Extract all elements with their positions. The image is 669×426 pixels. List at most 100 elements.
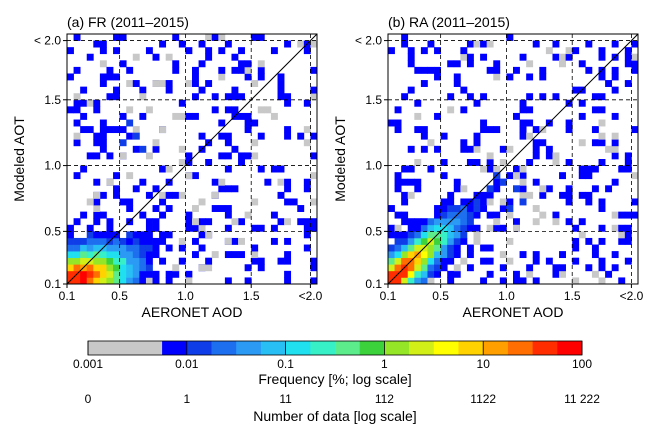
heatmap-cell	[99, 251, 107, 259]
heatmap-cell	[611, 139, 619, 147]
heatmap-cell	[277, 80, 285, 87]
heatmap-cell	[303, 185, 311, 193]
heatmap-cell	[427, 251, 435, 259]
heatmap-cell	[86, 237, 94, 245]
colorbar-frequency-tick: 10	[477, 357, 491, 371]
heatmap-cell	[211, 191, 219, 199]
heatmap-cell	[218, 178, 226, 186]
heatmap-cell	[277, 191, 285, 199]
heatmap-cell	[80, 244, 88, 252]
heatmap-cell	[493, 178, 501, 186]
heatmap-cell	[440, 251, 448, 259]
heatmap-cell	[420, 145, 428, 153]
heatmap-cell	[473, 145, 481, 153]
heatmap-cell	[106, 251, 114, 259]
heatmap-cell	[460, 53, 468, 61]
heatmap-cell	[591, 185, 599, 193]
heatmap-cell	[86, 198, 94, 206]
heatmap-cell	[578, 99, 586, 107]
heatmap-cell	[526, 73, 534, 81]
heatmap-cell	[611, 224, 619, 232]
heatmap-cell	[126, 270, 134, 278]
heatmap-cell	[545, 47, 553, 55]
heatmap-cell	[106, 73, 114, 81]
heatmap-cell	[159, 191, 167, 199]
heatmap-cell	[297, 218, 305, 226]
heatmap-cell	[80, 251, 88, 259]
heatmap-cell	[73, 264, 81, 272]
heatmap-cell	[126, 237, 134, 245]
heatmap-cell	[139, 251, 147, 259]
panel-fr: 0.10.1 0.5 0.5 1.0 1.0 1.5 1.5 <2.0 < 2.0 (a) FR…	[11, 14, 323, 320]
heatmap-cell	[67, 47, 74, 55]
heatmap-cell	[238, 152, 245, 160]
colorbar-segment	[88, 341, 163, 355]
heatmap-cell	[420, 257, 428, 265]
one-to-one-line-fr	[66, 33, 318, 285]
heatmap-cell	[519, 191, 527, 199]
heatmap-cell	[277, 178, 285, 186]
heatmap-cell	[591, 244, 599, 252]
heatmap-cell	[238, 93, 245, 101]
heatmap-cell	[532, 40, 540, 48]
heatmap-cell	[113, 172, 120, 180]
heatmap-cell	[447, 191, 455, 199]
heatmap-cell	[178, 159, 186, 166]
heatmap-cell	[407, 86, 415, 94]
heatmap-cell	[427, 165, 435, 173]
heatmap-cell	[466, 218, 474, 226]
heatmap-cell	[519, 198, 527, 206]
heatmap-cell	[519, 172, 527, 180]
heatmap-cell	[598, 264, 606, 272]
colorbar-count-label: Number of data [log scale]	[253, 408, 416, 424]
heatmap-cell	[401, 198, 409, 206]
heatmap-cell	[231, 86, 239, 94]
heatmap-cell	[99, 47, 107, 55]
heatmap-cell	[119, 270, 127, 278]
heatmap-cell	[401, 237, 409, 245]
colorbar-segment	[483, 341, 509, 355]
heatmap-cell	[447, 277, 455, 285]
heatmap-cell	[284, 237, 292, 245]
y-tick-label: 1.0	[44, 159, 61, 173]
heatmap-cell	[67, 251, 74, 259]
heatmap-cell	[388, 205, 395, 212]
colorbar-frequency-tick: 0.001	[73, 357, 103, 371]
heatmap-cell	[165, 231, 173, 239]
heatmap-cell	[257, 264, 265, 272]
heatmap-cell	[460, 257, 468, 265]
heatmap-cell	[224, 205, 232, 212]
heatmap-cell	[486, 198, 494, 206]
heatmap-cell	[466, 159, 474, 166]
heatmap-cell	[73, 257, 81, 265]
heatmap-cell	[394, 185, 402, 193]
heatmap-cell	[473, 205, 481, 212]
heatmap-cell	[231, 145, 239, 153]
heatmap-cell	[73, 277, 81, 285]
heatmap-cell	[486, 211, 494, 219]
heatmap-cell	[257, 224, 265, 232]
heatmap-cell	[93, 257, 101, 265]
heatmap-cell	[67, 106, 74, 114]
heatmap-cell	[414, 218, 422, 226]
heatmap-cell	[165, 191, 173, 199]
x-tick-label: <2.0	[620, 289, 644, 303]
heatmap-cell	[284, 126, 292, 134]
heatmap-cell	[493, 211, 501, 219]
heatmap-cell	[440, 172, 448, 180]
heatmap-cell	[473, 40, 481, 48]
heatmap-cell	[407, 218, 415, 226]
heatmap-cell	[473, 231, 481, 239]
heatmap-cell	[585, 172, 593, 180]
heatmap-cell	[178, 145, 186, 153]
colorbar-segment	[557, 341, 583, 355]
heatmap-cell	[486, 126, 494, 134]
heatmap-cell	[611, 251, 619, 259]
heatmap-cell	[198, 231, 206, 239]
heatmap-cell	[126, 251, 134, 259]
heatmap-cell	[473, 99, 481, 107]
heatmap-cell	[401, 191, 409, 199]
heatmap-cell	[165, 53, 173, 61]
heatmap-cell	[192, 112, 199, 120]
heatmap-cell	[80, 211, 88, 219]
